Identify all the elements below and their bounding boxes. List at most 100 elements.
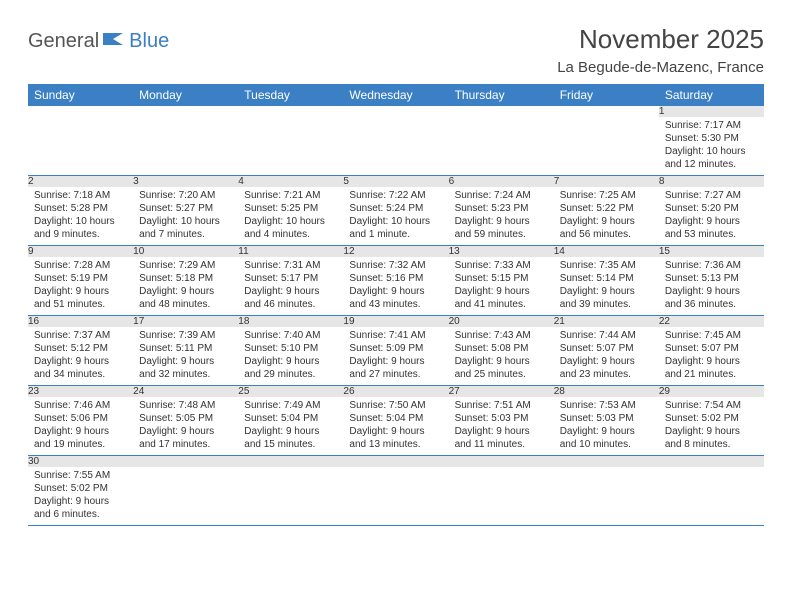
day-cell: Sunrise: 7:50 AMSunset: 5:04 PMDaylight:…: [343, 397, 448, 456]
empty-cell: [238, 117, 343, 176]
daylight: and 13 minutes.: [349, 438, 442, 451]
daylight: Daylight: 10 hours: [34, 215, 127, 228]
sunrise: Sunrise: 7:37 AM: [34, 329, 127, 342]
day-cell: Sunrise: 7:55 AMSunset: 5:02 PMDaylight:…: [28, 467, 133, 526]
day-number: 3: [133, 176, 238, 188]
day-cell: Sunrise: 7:33 AMSunset: 5:15 PMDaylight:…: [449, 257, 554, 316]
day-cell: Sunrise: 7:48 AMSunset: 5:05 PMDaylight:…: [133, 397, 238, 456]
daylight: Daylight: 9 hours: [34, 495, 127, 508]
daylight: and 48 minutes.: [139, 298, 232, 311]
day-cell: Sunrise: 7:28 AMSunset: 5:19 PMDaylight:…: [28, 257, 133, 316]
day-cell: Sunrise: 7:37 AMSunset: 5:12 PMDaylight:…: [28, 327, 133, 386]
day-cell: Sunrise: 7:32 AMSunset: 5:16 PMDaylight:…: [343, 257, 448, 316]
location: La Begude-de-Mazenc, France: [557, 59, 764, 76]
daylight: and 59 minutes.: [455, 228, 548, 241]
sunrise: Sunrise: 7:33 AM: [455, 259, 548, 272]
day-cell: Sunrise: 7:24 AMSunset: 5:23 PMDaylight:…: [449, 187, 554, 246]
day-number: 7: [554, 176, 659, 188]
day-number: 21: [554, 316, 659, 328]
sunrise: Sunrise: 7:54 AM: [665, 399, 758, 412]
flag-icon: [103, 31, 125, 52]
sunrise: Sunrise: 7:17 AM: [665, 119, 758, 132]
day-number: 2: [28, 176, 133, 188]
day-cell: Sunrise: 7:41 AMSunset: 5:09 PMDaylight:…: [343, 327, 448, 386]
daylight: Daylight: 9 hours: [665, 285, 758, 298]
sunrise: Sunrise: 7:22 AM: [349, 189, 442, 202]
sunrise: Sunrise: 7:24 AM: [455, 189, 548, 202]
sunset: Sunset: 5:04 PM: [244, 412, 337, 425]
weekday-header: Monday: [133, 84, 238, 106]
sunset: Sunset: 5:30 PM: [665, 132, 758, 145]
day-number: 19: [343, 316, 448, 328]
empty-cell: [659, 456, 764, 468]
day-number: 25: [238, 386, 343, 398]
daylight: and 15 minutes.: [244, 438, 337, 451]
day-number: 27: [449, 386, 554, 398]
daylight: and 17 minutes.: [139, 438, 232, 451]
sunset: Sunset: 5:06 PM: [34, 412, 127, 425]
daylight: Daylight: 9 hours: [244, 285, 337, 298]
daylight: and 43 minutes.: [349, 298, 442, 311]
weekday-header: Friday: [554, 84, 659, 106]
day-number: 11: [238, 246, 343, 258]
sunrise: Sunrise: 7:36 AM: [665, 259, 758, 272]
sunrise: Sunrise: 7:27 AM: [665, 189, 758, 202]
daynum-row: 9101112131415: [28, 246, 764, 258]
day-cell: Sunrise: 7:22 AMSunset: 5:24 PMDaylight:…: [343, 187, 448, 246]
empty-cell: [133, 106, 238, 117]
daylight: and 9 minutes.: [34, 228, 127, 241]
empty-cell: [554, 117, 659, 176]
daylight: Daylight: 9 hours: [560, 355, 653, 368]
week-row: Sunrise: 7:37 AMSunset: 5:12 PMDaylight:…: [28, 327, 764, 386]
daylight: and 4 minutes.: [244, 228, 337, 241]
daylight: Daylight: 9 hours: [665, 425, 758, 438]
day-number: 15: [659, 246, 764, 258]
daylight: Daylight: 9 hours: [139, 285, 232, 298]
sunset: Sunset: 5:27 PM: [139, 202, 232, 215]
sunrise: Sunrise: 7:51 AM: [455, 399, 548, 412]
sunset: Sunset: 5:15 PM: [455, 272, 548, 285]
sunrise: Sunrise: 7:41 AM: [349, 329, 442, 342]
day-number: 4: [238, 176, 343, 188]
sunrise: Sunrise: 7:48 AM: [139, 399, 232, 412]
daylight: Daylight: 9 hours: [665, 215, 758, 228]
empty-cell: [133, 467, 238, 526]
daylight: Daylight: 9 hours: [455, 355, 548, 368]
day-cell: Sunrise: 7:36 AMSunset: 5:13 PMDaylight:…: [659, 257, 764, 316]
day-cell: Sunrise: 7:29 AMSunset: 5:18 PMDaylight:…: [133, 257, 238, 316]
daylight: and 23 minutes.: [560, 368, 653, 381]
day-number: 5: [343, 176, 448, 188]
day-cell: Sunrise: 7:21 AMSunset: 5:25 PMDaylight:…: [238, 187, 343, 246]
daylight: Daylight: 9 hours: [349, 425, 442, 438]
empty-cell: [343, 456, 448, 468]
daylight: and 10 minutes.: [560, 438, 653, 451]
day-cell: Sunrise: 7:18 AMSunset: 5:28 PMDaylight:…: [28, 187, 133, 246]
daylight: Daylight: 10 hours: [139, 215, 232, 228]
day-cell: Sunrise: 7:54 AMSunset: 5:02 PMDaylight:…: [659, 397, 764, 456]
sunrise: Sunrise: 7:39 AM: [139, 329, 232, 342]
empty-cell: [28, 117, 133, 176]
day-number: 24: [133, 386, 238, 398]
sunset: Sunset: 5:28 PM: [34, 202, 127, 215]
sunset: Sunset: 5:14 PM: [560, 272, 653, 285]
weekday-header: Tuesday: [238, 84, 343, 106]
daylight: Daylight: 9 hours: [244, 355, 337, 368]
header: General Blue November 2025 La Begude-de-…: [28, 24, 764, 76]
sunset: Sunset: 5:08 PM: [455, 342, 548, 355]
sunset: Sunset: 5:05 PM: [139, 412, 232, 425]
daynum-row: 2345678: [28, 176, 764, 188]
daylight: Daylight: 9 hours: [665, 355, 758, 368]
empty-cell: [659, 467, 764, 526]
daylight: and 39 minutes.: [560, 298, 653, 311]
day-number: 1: [659, 106, 764, 117]
sunset: Sunset: 5:11 PM: [139, 342, 232, 355]
day-number: 16: [28, 316, 133, 328]
day-number: 13: [449, 246, 554, 258]
sunset: Sunset: 5:07 PM: [665, 342, 758, 355]
daylight: and 41 minutes.: [455, 298, 548, 311]
page-title: November 2025: [557, 24, 764, 55]
sunset: Sunset: 5:25 PM: [244, 202, 337, 215]
weekday-header: Saturday: [659, 84, 764, 106]
empty-cell: [28, 106, 133, 117]
sunset: Sunset: 5:09 PM: [349, 342, 442, 355]
